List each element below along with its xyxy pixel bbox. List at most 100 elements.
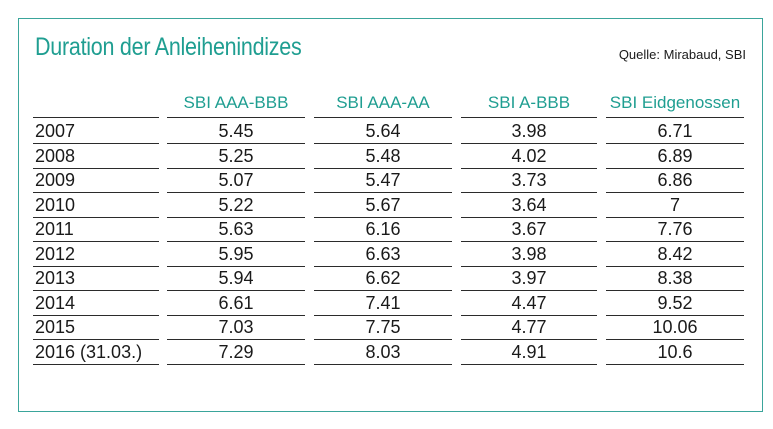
table-cell: 8.03 xyxy=(365,341,401,362)
table-cell: 6.86 xyxy=(657,170,693,190)
source-note: Quelle: Mirabaud, SBI xyxy=(618,47,746,62)
row-rule xyxy=(314,143,452,145)
column-header: SBI A-BBB xyxy=(487,93,571,112)
row-rule xyxy=(461,339,597,341)
row-rule xyxy=(461,363,597,365)
table-cell: 4.77 xyxy=(511,317,547,337)
row-rule xyxy=(461,143,597,145)
row-rule xyxy=(606,241,744,243)
table-cell: 5.45 xyxy=(218,121,254,141)
table-cell: 6.61 xyxy=(218,292,254,313)
row-rule xyxy=(461,241,597,243)
table-cell: 8.38 xyxy=(657,268,693,288)
row-rule xyxy=(167,192,305,194)
table-cell: 5.07 xyxy=(218,170,254,190)
row-rule xyxy=(606,290,744,292)
table-cell: 4.47 xyxy=(511,292,547,313)
row-label: 2010 xyxy=(35,194,76,215)
row-label: 2016 (31.03.) xyxy=(35,341,143,362)
row-rule xyxy=(33,363,159,365)
row-label: 2014 xyxy=(35,292,76,313)
column-header: SBI AAA-AA xyxy=(336,93,430,112)
row-rule xyxy=(167,167,305,169)
row-label: 2007 xyxy=(35,121,76,141)
row-label: 2013 xyxy=(35,268,76,288)
table-cell: 7.75 xyxy=(365,317,401,337)
table-cell: 7.03 xyxy=(218,317,254,337)
table-cell: 6.71 xyxy=(657,121,693,141)
row-rule xyxy=(461,290,597,292)
row-rule xyxy=(167,339,305,341)
table-cell: 6.62 xyxy=(365,268,401,288)
row-rule xyxy=(167,216,305,218)
table-cell: 3.97 xyxy=(511,268,547,288)
table-cell: 8.42 xyxy=(657,243,693,264)
row-rule xyxy=(314,339,452,341)
table-cell: 5.67 xyxy=(365,194,401,215)
row-rule xyxy=(33,143,159,145)
row-rule xyxy=(606,363,744,365)
table-cell: 5.95 xyxy=(218,243,254,264)
row-rule xyxy=(167,265,305,267)
table-cell: 5.48 xyxy=(365,145,401,166)
row-rule xyxy=(33,314,159,316)
table-cell: 7 xyxy=(669,194,680,215)
table-cell: 4.91 xyxy=(511,341,547,362)
row-rule xyxy=(606,265,744,267)
row-rule xyxy=(314,290,452,292)
table-cell: 7.29 xyxy=(218,341,254,362)
header-rule xyxy=(606,117,744,119)
row-rule xyxy=(461,167,597,169)
header-rule xyxy=(461,117,597,119)
row-label: 2015 xyxy=(35,317,76,337)
row-rule xyxy=(606,167,744,169)
header-rule xyxy=(167,117,305,119)
row-rule xyxy=(606,339,744,341)
row-rule xyxy=(606,192,744,194)
row-rule xyxy=(33,290,159,292)
table-cell: 9.52 xyxy=(657,292,693,313)
row-rule xyxy=(314,265,452,267)
row-label: 2011 xyxy=(35,219,74,239)
row-rule xyxy=(314,241,452,243)
table-cell: 3.98 xyxy=(511,121,547,141)
table-cell: 5.22 xyxy=(218,194,254,215)
table-cell: 3.98 xyxy=(511,243,547,264)
row-rule xyxy=(167,290,305,292)
row-rule xyxy=(33,192,159,194)
row-rule xyxy=(606,216,744,218)
table-frame xyxy=(18,18,763,412)
row-rule xyxy=(33,265,159,267)
table-cell: 10.6 xyxy=(657,341,693,362)
table-cell: 6.16 xyxy=(365,219,401,239)
row-label: 2009 xyxy=(35,170,76,190)
table-cell: 3.73 xyxy=(511,170,547,190)
row-rule xyxy=(314,216,452,218)
row-rule xyxy=(461,314,597,316)
table-cell: 5.63 xyxy=(218,219,254,239)
table-cell: 10.06 xyxy=(652,317,698,337)
row-rule xyxy=(33,216,159,218)
row-rule xyxy=(167,314,305,316)
table-cell: 3.64 xyxy=(511,194,547,215)
row-rule xyxy=(33,339,159,341)
row-rule xyxy=(167,143,305,145)
header-rule xyxy=(314,117,452,119)
row-rule xyxy=(461,265,597,267)
table-cell: 5.94 xyxy=(218,268,254,288)
chart-title: Duration der Anleihenindizes xyxy=(35,33,302,61)
row-rule xyxy=(314,192,452,194)
row-rule xyxy=(33,167,159,169)
row-label: 2012 xyxy=(35,243,76,264)
row-rule xyxy=(314,314,452,316)
row-rule xyxy=(167,241,305,243)
row-rule xyxy=(606,314,744,316)
row-rule xyxy=(461,216,597,218)
table-cell: 3.67 xyxy=(511,219,547,239)
row-rule xyxy=(606,143,744,145)
table-cell: 7.76 xyxy=(657,219,693,239)
table-cell: 7.41 xyxy=(365,292,401,313)
row-rule xyxy=(33,241,159,243)
table-cell: 6.63 xyxy=(365,243,401,264)
table-cell: 6.89 xyxy=(657,145,693,166)
